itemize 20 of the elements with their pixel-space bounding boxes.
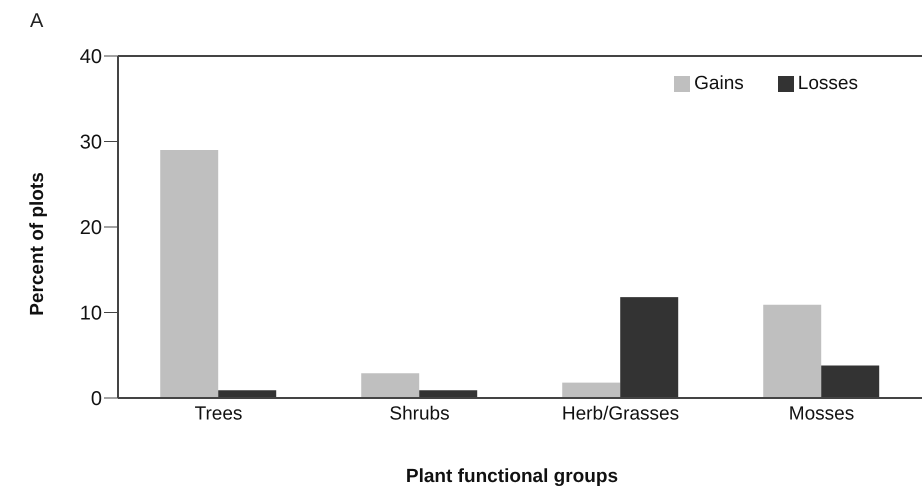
y-tick-label: 20 [80,217,102,240]
bar [562,382,620,398]
x-tick-label: Mosses [788,403,854,424]
legend-label: Gains [694,73,744,94]
x-tick-label: Trees [194,403,242,424]
bar [763,304,822,398]
legend-label: Losses [798,73,858,94]
y-tick-label: 40 [80,46,102,68]
bar [160,150,218,398]
x-tick-label: Herb/Grasses [562,403,680,424]
bar [821,366,880,398]
y-tick-label: 0 [90,388,102,410]
bar [361,373,420,398]
y-axis-title: Percent of plots [27,172,49,316]
x-tick-label: Shrubs [389,403,450,424]
bar [620,297,678,398]
y-tick-label: 10 [80,302,102,325]
x-axis-title: Plant functional groups [404,466,620,488]
y-tick-label: 30 [80,132,102,154]
chart-title: A [30,10,44,33]
